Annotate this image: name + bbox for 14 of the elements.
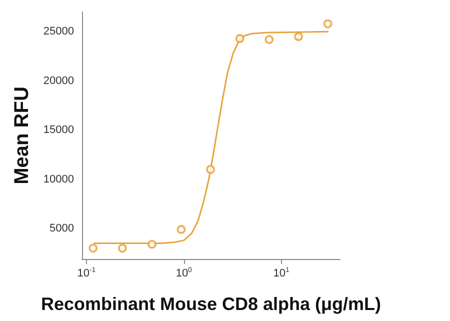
y-axis-title: Mean RFU: [11, 86, 33, 184]
x-axis-title: Recombinant Mouse CD8 alpha (μg/mL): [40, 294, 382, 314]
point: [264, 35, 274, 44]
y-tick-label: 5000: [50, 222, 74, 234]
y-tick-label: 10000: [43, 173, 74, 186]
y-tick-label: 20000: [43, 74, 74, 87]
y-tick-label: 15000: [43, 124, 74, 136]
point: [88, 244, 98, 253]
point: [118, 244, 127, 253]
point: [176, 224, 186, 234]
y-tick-label: 25000: [43, 26, 74, 38]
point: [147, 240, 156, 249]
point: [323, 19, 332, 28]
point: [206, 164, 215, 174]
